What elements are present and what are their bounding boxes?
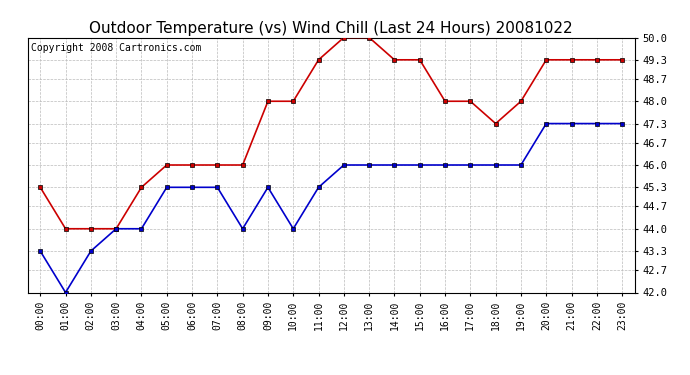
Title: Outdoor Temperature (vs) Wind Chill (Last 24 Hours) 20081022: Outdoor Temperature (vs) Wind Chill (Las…	[90, 21, 573, 36]
Text: Copyright 2008 Cartronics.com: Copyright 2008 Cartronics.com	[30, 43, 201, 52]
